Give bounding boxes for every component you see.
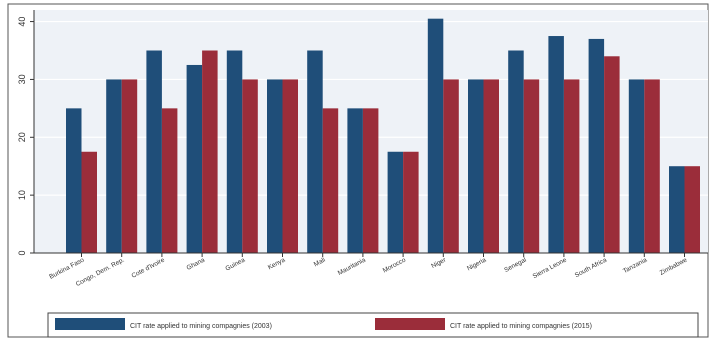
bar-2003-burkina-faso [66,108,82,253]
bar-2003-ghana [186,64,203,253]
bar-2003-mali [307,50,323,253]
legend-swatch-2015 [375,318,445,330]
legend-swatch-2003 [55,318,125,330]
bar-2015-cote-d-ivoire [161,108,178,253]
legend-label-2003: CIT rate applied to mining compagnies (2… [130,323,272,330]
bar-2003-south-africa [588,38,605,253]
bar-2003-senegal [508,50,524,253]
legend-box [47,312,699,338]
bar-2015-burkina-faso [81,151,97,253]
bar-2003-guinea [226,50,243,253]
bar-2003-tanzania [628,79,645,253]
y-tick-label-20: 20 [17,132,27,142]
bar-2015-nigeria [483,79,499,253]
bar-2015-niger [443,79,459,253]
bar-2015-zimbabwe [684,166,700,253]
bar-2015-guinea [242,79,258,253]
bar-2015-ghana [202,50,218,253]
x-tick-label: Mali [313,257,327,269]
bar-2015-mauritania [362,108,379,253]
bar-2015-sierra-leone [563,79,580,253]
bar-2003-kenya [267,79,283,253]
bar-2015-morocco [403,151,419,253]
bar-2003-nigeria [468,79,484,253]
y-tick-label-40: 40 [17,17,27,27]
bar-2003-niger [427,18,444,253]
bar-2003-congo-dem-rep [106,79,122,253]
bar-2015-senegal [523,79,540,253]
legend: CIT rate applied to mining compagnies (2… [47,312,699,338]
bar-2003-sierra-leone [548,36,564,254]
bar-2003-cote-d-ivoire [146,50,162,253]
bar-2015-tanzania [644,79,660,253]
bar-2015-south-africa [604,56,620,254]
bar-2015-kenya [282,79,298,253]
y-tick-label-30: 30 [17,74,27,84]
bar-2003-mauritania [347,108,363,253]
bar-2003-zimbabwe [669,166,685,253]
bar-2003-morocco [387,151,404,253]
bar-2015-mali [322,108,339,253]
legend-label-2015: CIT rate applied to mining compagnies (2… [450,323,592,330]
y-tick-label-0: 0 [17,250,27,255]
bar-2015-congo-dem-rep [121,79,138,253]
y-tick-label-10: 10 [17,190,27,200]
